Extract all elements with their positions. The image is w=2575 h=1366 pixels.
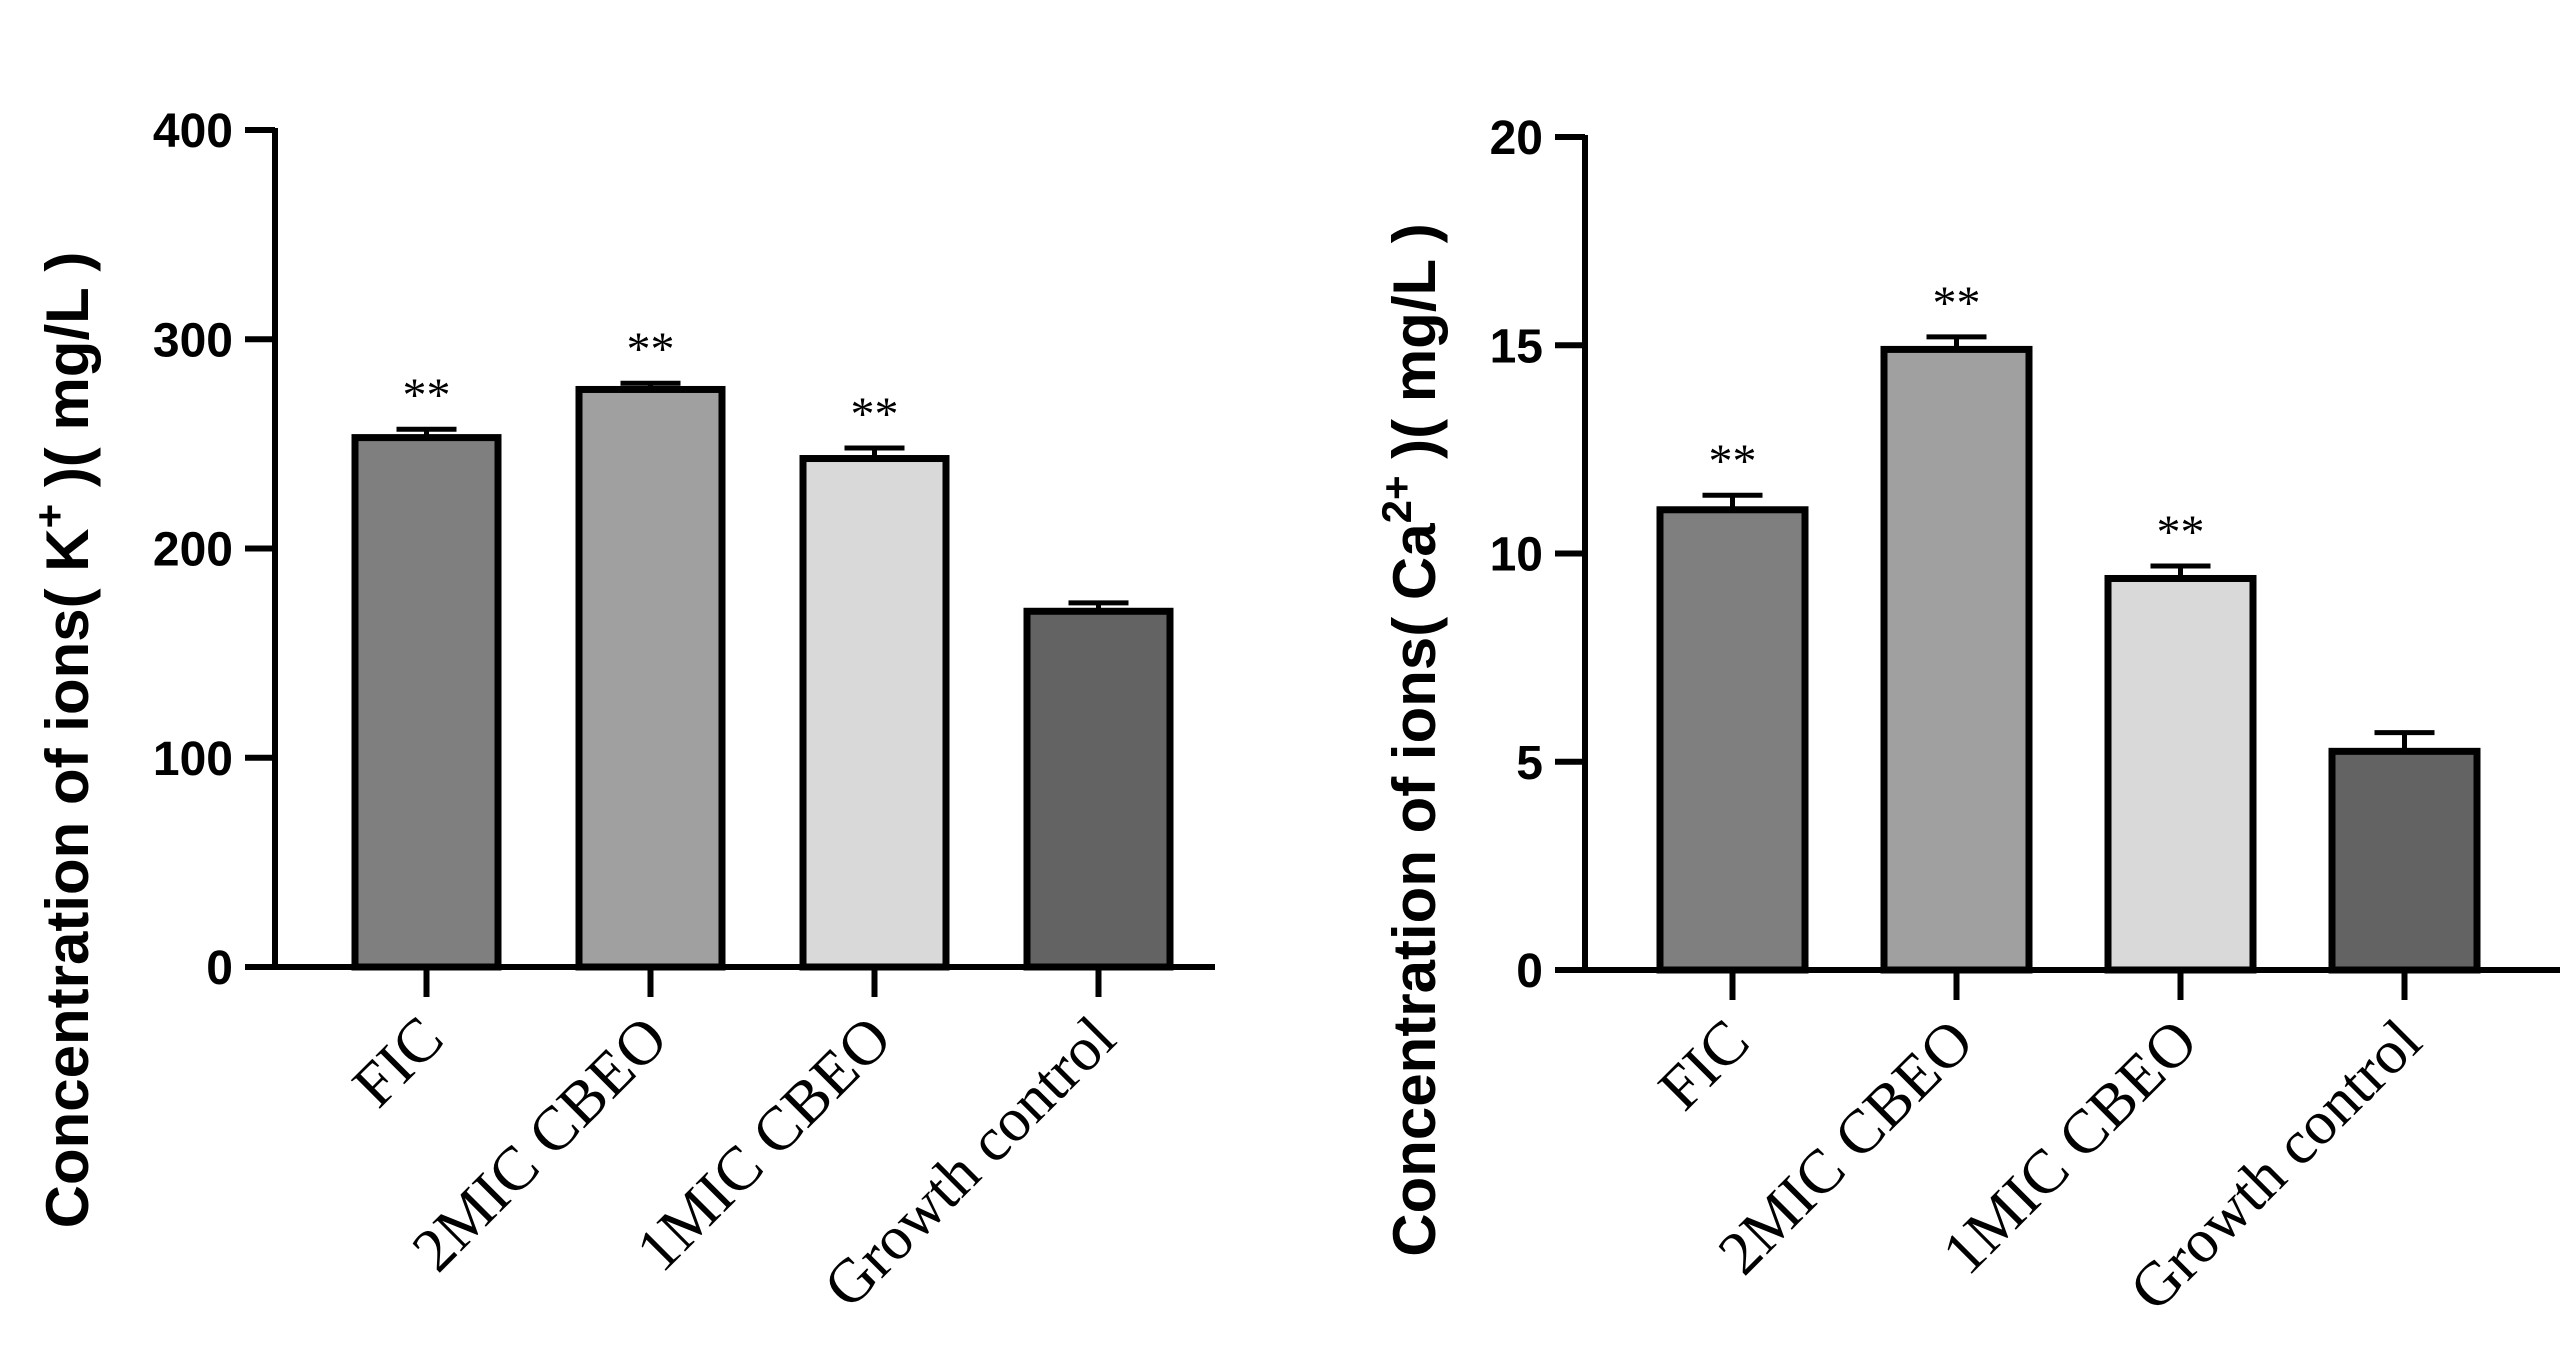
y-tick-label: 100 — [153, 733, 233, 786]
y-tick-label: 300 — [153, 314, 233, 367]
y-axis-label: Concentration of ions( Ca2+ )( mg/L ) — [1373, 223, 1448, 1256]
bar-1mic-cbeo — [2104, 574, 2257, 974]
significance-marker: ** — [2157, 506, 2205, 559]
bar-fic — [351, 434, 502, 971]
bar-fic — [1656, 506, 1809, 974]
bar-1mic-cbeo — [799, 455, 950, 971]
significance-marker: ** — [1709, 435, 1757, 488]
significance-marker: ** — [627, 323, 675, 376]
y-tick-label: 5 — [1516, 737, 1543, 790]
y-tick-label: 0 — [206, 942, 233, 995]
bar-2mic-cbeo — [1880, 345, 2033, 974]
y-tick-label: 400 — [153, 105, 233, 158]
y-tick-label: 0 — [1516, 945, 1543, 998]
significance-marker: ** — [851, 388, 899, 441]
bar-2mic-cbeo — [575, 385, 726, 971]
significance-marker: ** — [403, 369, 451, 422]
bar-growth-control — [2328, 747, 2481, 974]
y-tick-label: 200 — [153, 524, 233, 577]
bar-growth-control — [1023, 607, 1174, 971]
y-axis-label: Concentration of ions( K+ )( mg/L ) — [26, 252, 101, 1229]
y-tick-label: 10 — [1490, 529, 1543, 582]
y-tick-label: 15 — [1490, 320, 1543, 373]
y-tick-label: 20 — [1490, 112, 1543, 165]
significance-marker: ** — [1933, 277, 1981, 330]
